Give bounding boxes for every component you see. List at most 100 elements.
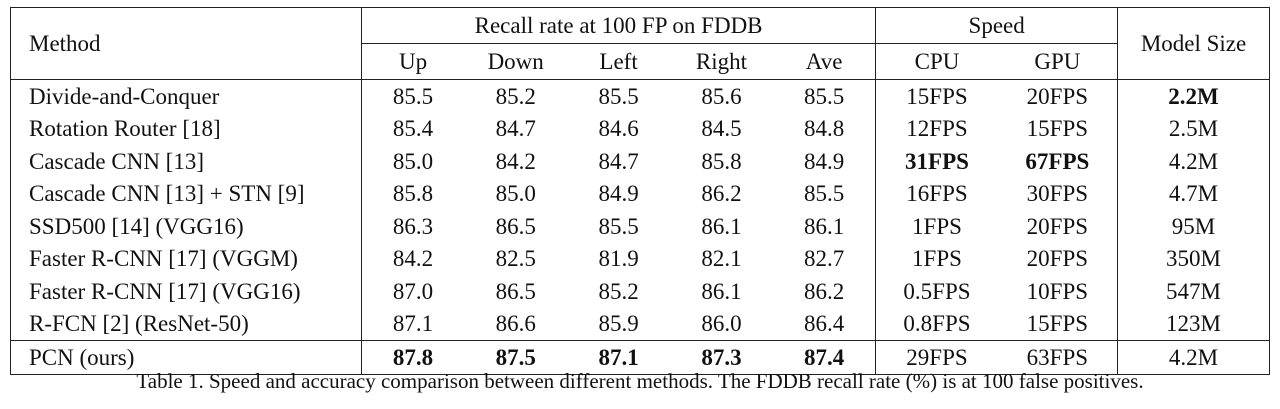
recall-ave-cell: 82.7 bbox=[803, 246, 845, 272]
table-row: Rotation Router [18] 85.4 84.7 84.6 84.5… bbox=[11, 112, 1270, 145]
recall-left-cell: 81.9 bbox=[598, 246, 639, 272]
method-cell: SSD500 [14] (VGG16) bbox=[29, 213, 244, 239]
gpu-speed-cell: 63FPS bbox=[997, 340, 1118, 375]
recall-up-cell: 85.8 bbox=[360, 177, 465, 210]
recall-right-cell: 86.2 bbox=[701, 181, 742, 207]
gpu-speed-cell: 30FPS bbox=[1026, 181, 1089, 207]
recall-left-cell: 85.5 bbox=[598, 213, 639, 239]
recall-right-cell: 86.1 bbox=[701, 278, 742, 304]
table-row: Cascade CNN [13] 85.0 84.2 84.7 85.8 84.… bbox=[11, 145, 1270, 178]
cpu-speed-cell: 1FPS bbox=[875, 210, 998, 243]
header-speed-group: Speed bbox=[875, 7, 1118, 44]
recall-down-cell: 85.2 bbox=[495, 83, 536, 109]
gpu-speed-cell: 20FPS bbox=[1026, 213, 1089, 239]
method-cell: Divide-and-Conquer bbox=[29, 83, 220, 109]
model-size-cell: 2.2M bbox=[1117, 79, 1270, 113]
header-ave: Ave bbox=[772, 43, 876, 80]
table-row: Cascade CNN [13] + STN [9] 85.8 85.0 84.… bbox=[11, 177, 1270, 210]
cpu-speed-cell: 1FPS bbox=[875, 242, 998, 275]
method-cell: Cascade CNN [13] + STN [9] bbox=[29, 181, 305, 207]
recall-right-cell: 84.5 bbox=[701, 116, 742, 142]
cpu-speed-cell: 12FPS bbox=[875, 112, 998, 145]
recall-down-cell: 84.7 bbox=[495, 116, 536, 142]
recall-left-cell: 87.1 bbox=[567, 340, 671, 375]
model-size-cell: 95M bbox=[1117, 210, 1270, 243]
cpu-speed-cell: 0.5FPS bbox=[875, 275, 998, 308]
recall-ave-cell: 85.5 bbox=[803, 83, 845, 109]
cpu-speed-cell: 31FPS bbox=[875, 145, 998, 178]
recall-left-cell: 85.9 bbox=[598, 311, 639, 337]
method-cell: Rotation Router [18] bbox=[29, 116, 221, 142]
results-table: Method Recall rate at 100 FP on FDDB Spe… bbox=[10, 7, 1270, 375]
recall-up-cell: 85.4 bbox=[360, 112, 465, 145]
model-size-cell: 350M bbox=[1117, 242, 1270, 275]
recall-down-cell: 82.5 bbox=[495, 246, 536, 272]
recall-up-cell: 85.0 bbox=[360, 145, 465, 178]
recall-ave-cell: 86.2 bbox=[803, 278, 845, 304]
header-right: Right bbox=[670, 43, 773, 80]
gpu-speed-cell: 15FPS bbox=[1026, 116, 1089, 142]
method-cell: Cascade CNN [13] bbox=[29, 148, 205, 174]
recall-right-cell: 87.3 bbox=[670, 340, 773, 375]
recall-left-cell: 85.2 bbox=[598, 278, 639, 304]
recall-ave-cell: 84.8 bbox=[803, 116, 845, 142]
recall-ave-cell: 86.1 bbox=[803, 213, 845, 239]
recall-up-cell: 86.3 bbox=[360, 210, 465, 243]
recall-up-cell: 84.2 bbox=[360, 242, 465, 275]
recall-left-cell: 84.7 bbox=[598, 148, 639, 174]
recall-ave-cell: 87.4 bbox=[772, 340, 876, 375]
method-cell: Faster R-CNN [17] (VGGM) bbox=[29, 246, 298, 272]
table-row: SSD500 [14] (VGG16) 86.3 86.5 85.5 86.1 … bbox=[11, 210, 1270, 243]
table-row: Faster R-CNN [17] (VGGM) 84.2 82.5 81.9 … bbox=[11, 242, 1270, 275]
recall-ave-cell: 84.9 bbox=[803, 148, 845, 174]
header-row-top: Method Recall rate at 100 FP on FDDB Spe… bbox=[10, 7, 1270, 80]
method-cell: Faster R-CNN [17] (VGG16) bbox=[29, 278, 301, 304]
model-size-cell: 2.5M bbox=[1117, 112, 1270, 145]
recall-down-cell: 86.5 bbox=[495, 278, 536, 304]
table-caption: Table 1. Speed and accuracy comparison b… bbox=[136, 369, 1144, 393]
gpu-speed-cell: 20FPS bbox=[1026, 246, 1089, 272]
recall-down-cell: 84.2 bbox=[495, 148, 536, 174]
recall-down-cell: 87.5 bbox=[464, 340, 568, 375]
table-row: Divide-and-Conquer 85.5 85.2 85.5 85.6 8… bbox=[11, 79, 1270, 113]
recall-up-cell: 85.5 bbox=[360, 79, 465, 113]
model-size-cell: 4.7M bbox=[1117, 177, 1270, 210]
table-row: R-FCN [2] (ResNet-50) 87.1 86.6 85.9 86.… bbox=[11, 307, 1270, 341]
recall-up-cell: 87.0 bbox=[360, 275, 465, 308]
cpu-speed-cell: 0.8FPS bbox=[875, 307, 998, 341]
recall-right-cell: 85.8 bbox=[701, 148, 742, 174]
gpu-speed-cell: 20FPS bbox=[1026, 83, 1089, 109]
method-cell: PCN (ours) bbox=[10, 340, 362, 375]
header-cpu: CPU bbox=[875, 43, 998, 80]
recall-ave-cell: 86.4 bbox=[803, 311, 845, 337]
header-row-sub: Up Down Left Right Ave CPU GPU bbox=[10, 43, 1270, 80]
model-size-cell: 4.2M bbox=[1117, 340, 1270, 375]
table-row: Faster R-CNN [17] (VGG16) 87.0 86.5 85.2… bbox=[11, 275, 1270, 308]
recall-left-cell: 85.5 bbox=[598, 83, 639, 109]
header-left: Left bbox=[567, 43, 671, 80]
cpu-speed-cell: 16FPS bbox=[875, 177, 998, 210]
recall-left-cell: 84.9 bbox=[598, 181, 639, 207]
model-size-cell: 547M bbox=[1117, 275, 1270, 308]
model-size-cell: 4.2M bbox=[1117, 145, 1270, 178]
recall-right-cell: 86.0 bbox=[701, 311, 742, 337]
header-method: Method bbox=[10, 7, 362, 80]
header-gpu: GPU bbox=[997, 43, 1118, 80]
model-size-cell: 123M bbox=[1117, 307, 1270, 341]
recall-up-cell: 87.1 bbox=[360, 307, 465, 341]
recall-ave-cell: 85.5 bbox=[803, 181, 845, 207]
cpu-speed-cell: 29FPS bbox=[875, 340, 998, 375]
recall-down-cell: 86.6 bbox=[495, 311, 536, 337]
gpu-speed-cell: 67FPS bbox=[1025, 148, 1090, 174]
table-row-ours: PCN (ours) 87.8 87.5 87.1 87.3 87.4 29FP… bbox=[10, 340, 1270, 375]
recall-up-cell: 87.8 bbox=[360, 340, 465, 375]
method-cell: R-FCN [2] (ResNet-50) bbox=[29, 311, 249, 337]
recall-down-cell: 86.5 bbox=[495, 213, 536, 239]
recall-right-cell: 85.6 bbox=[701, 83, 742, 109]
recall-right-cell: 86.1 bbox=[701, 213, 742, 239]
gpu-speed-cell: 15FPS bbox=[1026, 311, 1089, 337]
cpu-speed-cell: 15FPS bbox=[875, 79, 998, 113]
header-model-size: Model Size bbox=[1117, 7, 1270, 80]
gpu-speed-cell: 10FPS bbox=[1026, 278, 1089, 304]
